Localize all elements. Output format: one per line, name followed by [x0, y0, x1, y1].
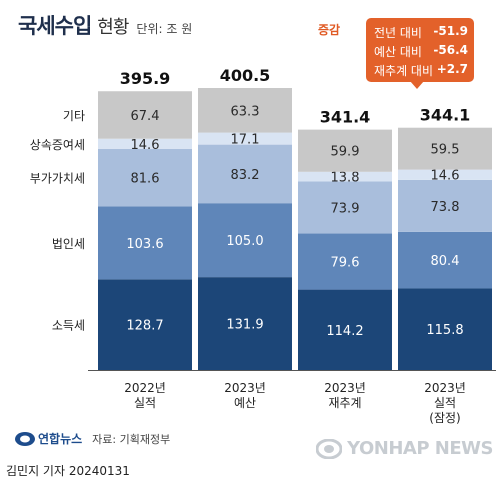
bar-segment: [198, 132, 292, 145]
data-label: 73.9: [331, 202, 360, 217]
series-label: 상속증여세: [30, 138, 85, 152]
data-label: 128.7: [126, 319, 163, 334]
bar-segment: [198, 277, 292, 370]
total-label: 400.5: [220, 66, 271, 85]
series-label: 소득세: [52, 319, 85, 333]
callout-row: 예산 대비 -56.4: [374, 43, 468, 61]
chart-title: 국세수입: [18, 14, 92, 38]
bar-segment: [98, 148, 192, 207]
total-label: 344.1: [420, 106, 471, 125]
data-label: 59.9: [331, 145, 360, 160]
watermark-text: YONHAP NEWS: [347, 438, 493, 459]
yonhap-logo-icon: [15, 431, 35, 446]
category-label: 재추계: [328, 396, 361, 410]
data-label: 13.8: [331, 171, 360, 186]
bar-segment: [298, 289, 392, 370]
data-label: 105.0: [226, 234, 263, 249]
data-label: 103.6: [126, 237, 163, 252]
callout-row-value: -56.4: [433, 43, 468, 57]
category-label: 2023년: [324, 381, 366, 395]
change-callout: 전년 대비 -51.9 예산 대비 -56.4 재추계 대비 +2.7: [366, 18, 474, 89]
total-label: 341.4: [320, 108, 371, 127]
byline: 김민지 기자 20240131: [6, 464, 130, 478]
chart-subtitle: 현황: [97, 17, 129, 38]
source-text: 자료: 기획재정부: [92, 432, 171, 446]
data-label: 81.6: [131, 172, 160, 187]
source-line: 연합뉴스 자료: 기획재정부: [14, 428, 170, 447]
data-label: 59.5: [431, 143, 460, 158]
bar-segment: [398, 179, 492, 232]
callout-row-label: 예산 대비: [374, 45, 422, 59]
data-label: 115.8: [426, 323, 463, 338]
data-label: 63.3: [231, 104, 260, 119]
data-label: 14.6: [431, 169, 460, 184]
category-label: (잠정): [429, 411, 460, 425]
bar-segment: [398, 231, 492, 289]
category-label: 실적: [434, 396, 456, 410]
watermark: YONHAP NEWS: [315, 438, 493, 459]
bar-segment: [198, 203, 292, 278]
callout-row-value: +2.7: [436, 62, 468, 76]
data-label: 17.1: [231, 133, 260, 148]
total-label: 395.9: [120, 69, 171, 88]
series-label: 부가가치세: [30, 172, 85, 186]
data-label: 73.8: [431, 200, 460, 215]
category-label: 2023년: [224, 381, 266, 395]
bar-segment: [398, 127, 492, 170]
data-label: 80.4: [431, 254, 460, 269]
callout-row-label: 재추계 대비: [374, 64, 434, 78]
data-label: 131.9: [226, 318, 263, 333]
series-label: 기타: [63, 109, 85, 123]
callout-row: 재추계 대비 +2.7: [374, 62, 468, 80]
category-label: 실적: [134, 396, 156, 410]
category-label: 2022년: [124, 381, 166, 395]
bar-segment: [298, 129, 392, 172]
callout-row: 전년 대비 -51.9: [374, 24, 468, 42]
bar-segment: [98, 279, 192, 370]
bar-segment: [298, 171, 392, 182]
data-label: 67.4: [131, 109, 160, 124]
category-label: 2023년: [424, 381, 466, 395]
bar-segment: [298, 181, 392, 234]
bar-segment: [98, 138, 192, 149]
bar-segment: [98, 91, 192, 139]
change-label: 증감: [318, 23, 341, 37]
data-label: 114.2: [326, 324, 363, 339]
series-label: 법인세: [52, 237, 85, 251]
source-logo-text: 연합뉴스: [38, 432, 83, 446]
title-row: 국세수입 현황 단위: 조 원: [18, 10, 192, 40]
callout-row-label: 전년 대비: [374, 26, 422, 40]
bar-segment: [98, 206, 192, 280]
bar-segment: [198, 88, 292, 133]
bar-segment: [398, 288, 492, 370]
data-label: 83.2: [231, 168, 260, 183]
watermark-logo-icon: [315, 438, 343, 459]
bar-segment: [298, 233, 392, 290]
bar-segment: [398, 169, 492, 180]
unit-label: 단위: 조 원: [136, 22, 193, 36]
callout-row-value: -51.9: [433, 24, 468, 38]
bar-segment: [198, 144, 292, 204]
data-label: 79.6: [331, 256, 360, 271]
category-label: 예산: [234, 396, 256, 410]
data-label: 14.6: [131, 138, 160, 153]
